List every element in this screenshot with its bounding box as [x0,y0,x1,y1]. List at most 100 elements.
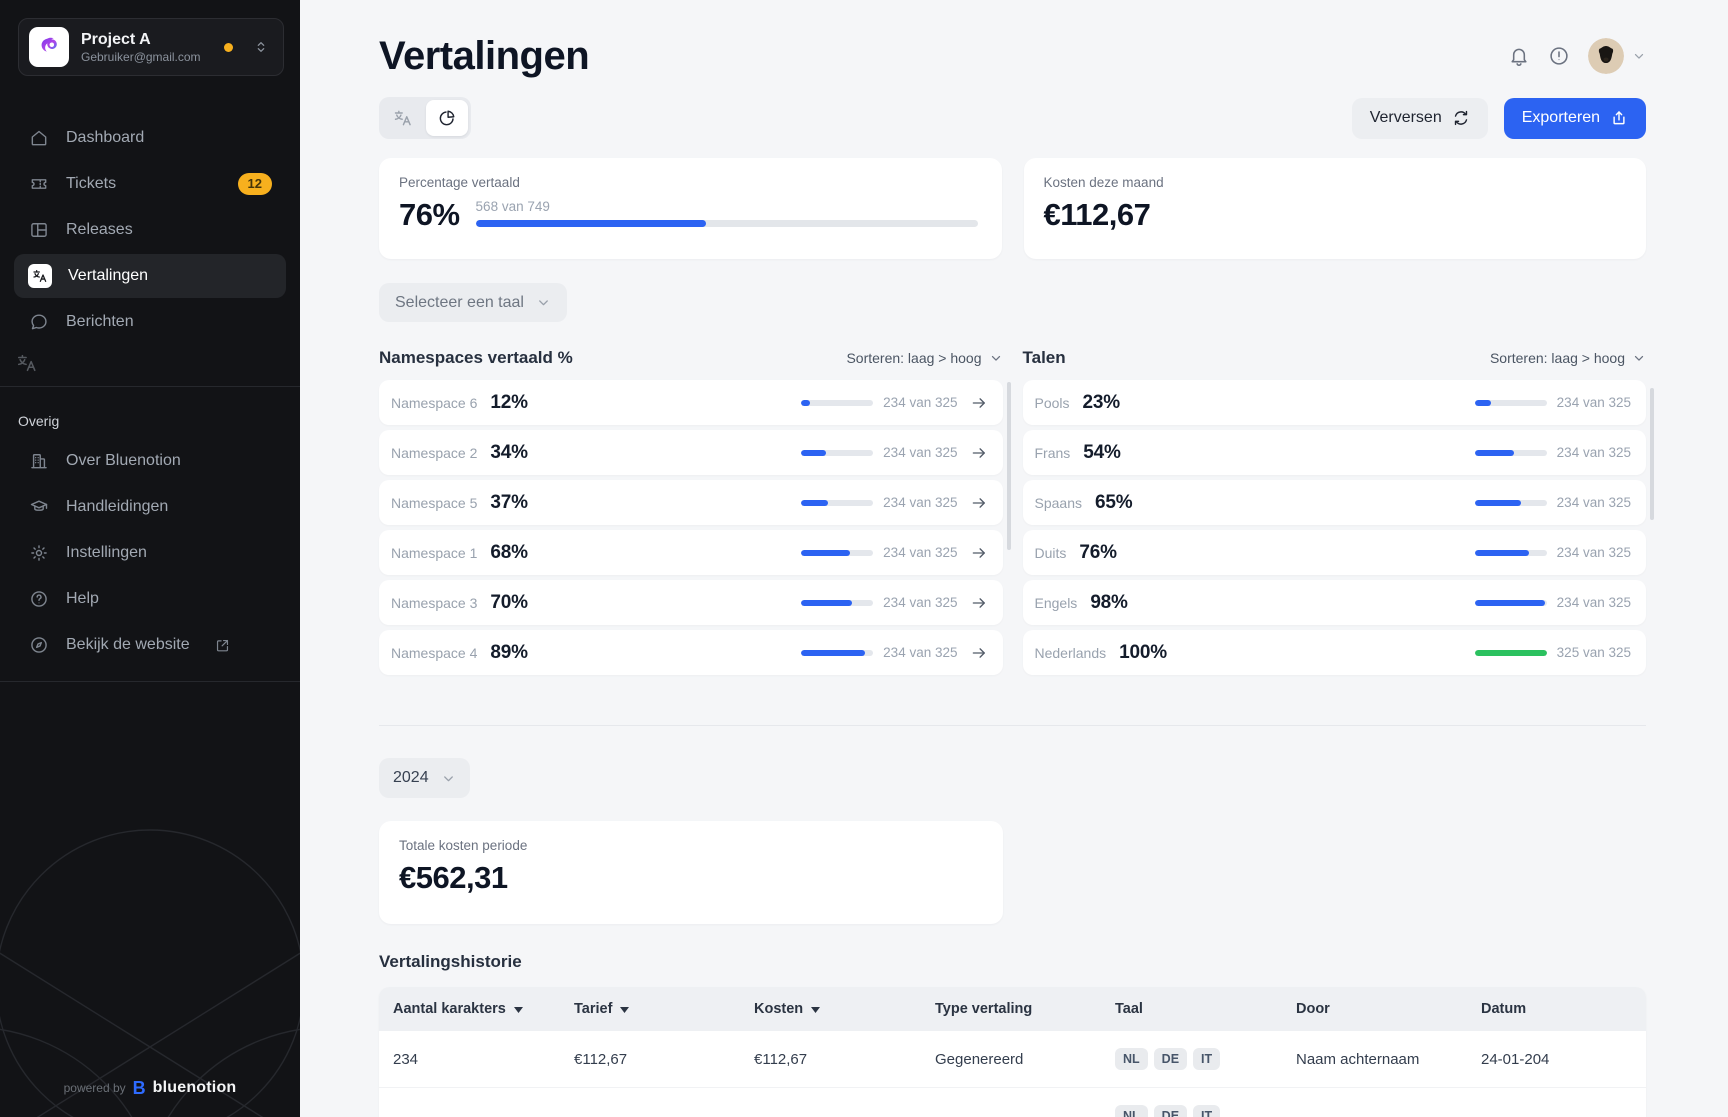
table-row: 234 €112,67 €112,67 Gegenereerd NL DE IT Naam a… [379,1031,1646,1087]
home-icon [28,127,50,149]
row-count: 234 van 325 [1556,595,1631,610]
bluenotion-logo-icon: B [132,1078,146,1098]
history-table: Aantal karakters Tarief Kosten Type vertali… [379,987,1646,1117]
language-row: Pools 23% 234 van 325 [1022,380,1646,425]
language-badge: NL [1115,1104,1148,1117]
sidebar-item-releases[interactable]: Releases [14,208,286,252]
releases-icon [28,219,50,241]
row-count: 325 van 325 [1556,645,1631,660]
stat-label: Percentage vertaald [399,175,520,190]
stat-label: Totale kosten periode [399,838,528,853]
stat-label: Kosten deze maand [1043,175,1164,190]
scrollbar-thumb[interactable] [1650,388,1654,520]
status-dot [224,42,233,52]
column-header-taal: Taal [1115,1001,1143,1017]
project-logo [29,27,69,67]
sidebar-item-over-bluenotion[interactable]: Over Bluenotion [14,439,286,483]
arrow-right-icon [970,594,988,612]
table-cell: Gegenereerd [935,1050,1024,1068]
sidebar-item-handleidingen[interactable]: Handleidingen [14,485,286,529]
namespace-row[interactable]: Namespace 3 70% 234 van 325 [379,580,1003,625]
chat-icon [28,311,50,333]
sidebar-item-label: Vertalingen [68,267,149,284]
row-percent: 68% [490,541,528,563]
namespace-row[interactable]: Namespace 2 34% 234 van 325 [379,430,1003,475]
powered-by-label: powered by [63,1081,126,1095]
arrow-right-icon [970,394,988,412]
table-cell: €112,67 [574,1050,628,1068]
row-label: Namespace 3 [391,594,478,611]
export-button[interactable]: Exporteren [1503,97,1646,139]
sidebar-item-dashboard[interactable]: Dashboard [14,116,286,160]
refresh-button[interactable]: Verversen [1351,97,1488,139]
avatar [1588,38,1624,74]
sidebar-item-bekijk-de-website[interactable]: Bekijk de website [14,623,286,667]
language-badge: IT [1193,1104,1221,1117]
language-row: Engels 98% 234 van 325 [1022,580,1646,625]
row-percent: 54% [1083,441,1121,463]
sidebar-item-label: Bekijk de website [66,636,190,653]
mini-progress-bar [801,499,874,506]
project-switcher[interactable]: Project A Gebruiker@gmail.com [18,18,284,76]
year-select[interactable]: 2024 [379,758,470,798]
controls-row: Verversen Exporteren [379,97,1646,139]
translate-view-button[interactable] [382,100,424,136]
sidebar-item-instellingen[interactable]: Instellingen [14,531,286,575]
row-count: 234 van 325 [1556,545,1631,560]
project-email: Gebruiker@gmail.com [81,49,201,64]
sidebar-item-vertalingen[interactable]: Vertalingen [14,254,286,298]
row-count: 234 van 325 [883,495,958,510]
sort-control[interactable]: Sorteren: laag > hoog [1490,350,1646,366]
help-icon [28,588,50,610]
total-cost-value: €562,31 [399,860,508,895]
sort-control[interactable]: Sorteren: laag > hoog [846,350,1002,366]
bell-icon[interactable] [1508,45,1530,67]
panel-title: Talen [1022,348,1066,367]
language-badge: DE [1153,1048,1188,1070]
sidebar-item-berichten[interactable]: Berichten [14,300,286,344]
external-link-icon [214,637,231,654]
mini-progress-bar [1474,549,1547,556]
sort-caret-icon [811,1006,821,1013]
translated-stat-card: Percentage vertaald 76% 568 van 749 [379,158,1002,259]
namespace-row[interactable]: Namespace 6 12% 234 van 325 [379,380,1003,425]
sort-caret-icon [620,1006,630,1013]
column-header-aantal-karakters[interactable]: Aantal karakters [379,987,560,1031]
user-menu[interactable] [1588,38,1646,74]
row-label: Namespace 6 [391,394,478,411]
scrollbar-thumb[interactable] [1006,382,1011,550]
language-badge: DE [1153,1104,1188,1117]
language-select[interactable]: Selecteer een taal [379,283,567,322]
translated-count: 568 van 749 [475,199,550,214]
alert-circle-icon[interactable] [1548,45,1570,67]
row-count: 234 van 325 [883,545,958,560]
sidebar-item-label: Handleidingen [66,498,169,515]
sort-caret-icon [513,1006,523,1013]
sidebar-item-tickets[interactable]: Tickets 12 [14,162,286,206]
sidebar-footer: powered by B bluenotion [0,1079,300,1097]
mini-progress-bar [801,399,874,406]
table-cell: 24-01-204 [1481,1050,1550,1068]
table-cell: Naam achternaam [1296,1050,1420,1068]
cost-stat-card: Kosten deze maand €112,67 [1023,158,1646,259]
table-cell [921,1088,1101,1117]
translate-icon [28,264,52,288]
namespace-row[interactable]: Namespace 5 37% 234 van 325 [379,480,1003,525]
chevron-down-icon [539,300,548,306]
refresh-button-label: Verversen [1369,109,1442,126]
stats-row: Percentage vertaald 76% 568 van 749 Kost… [379,158,1646,259]
sidebar-divider [0,386,300,387]
sidebar-item-label: Over Bluenotion [66,452,181,469]
column-header-kosten[interactable]: Kosten [740,987,921,1031]
compass-icon [28,634,50,656]
row-count: 234 van 325 [883,645,958,660]
row-count: 234 van 325 [1556,495,1631,510]
column-header-tarief[interactable]: Tarief [560,987,740,1031]
decorative-lines [0,829,300,1117]
namespace-row[interactable]: Namespace 4 89% 234 van 325 [379,630,1003,675]
sidebar-item-help[interactable]: Help [14,577,286,621]
chart-view-button[interactable] [426,100,468,136]
namespace-row[interactable]: Namespace 1 68% 234 van 325 [379,530,1003,575]
row-percent: 34% [490,441,528,463]
